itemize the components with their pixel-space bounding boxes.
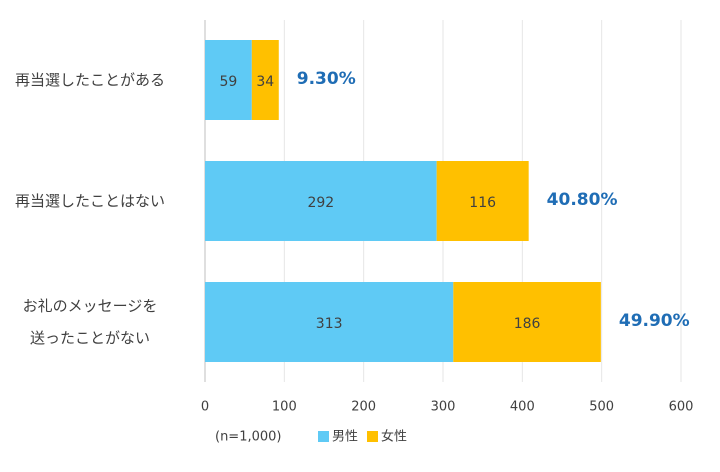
x-tick-label: 300 bbox=[431, 400, 456, 415]
y-tick-label: 再当選したことがある bbox=[14, 71, 165, 89]
data-label: 292 bbox=[307, 195, 334, 211]
y-tick-label: 再当選したことはない bbox=[14, 192, 165, 210]
x-tick-label: 200 bbox=[351, 400, 376, 415]
bar bbox=[453, 282, 601, 362]
legend-swatch bbox=[318, 431, 329, 442]
data-label: 34 bbox=[256, 74, 274, 90]
note: (n=1,000) bbox=[215, 430, 282, 445]
legend-label: 男性 bbox=[332, 430, 358, 445]
total-label: 9.30% bbox=[297, 69, 356, 89]
data-label: 59 bbox=[219, 74, 237, 90]
total-label: 40.80% bbox=[547, 190, 618, 210]
x-tick-label: 0 bbox=[201, 400, 209, 415]
x-tick-label: 600 bbox=[669, 400, 694, 415]
bar bbox=[436, 161, 529, 241]
x-tick-label: 100 bbox=[272, 400, 297, 415]
bar bbox=[251, 40, 279, 120]
data-label: 313 bbox=[316, 316, 343, 332]
bar bbox=[205, 40, 252, 120]
legend-label: 女性 bbox=[381, 429, 407, 445]
bar bbox=[205, 282, 454, 362]
x-tick-label: 500 bbox=[589, 400, 614, 415]
y-tick-label: お礼のメッセージを 送ったことがない bbox=[22, 297, 158, 347]
x-tick-label: 400 bbox=[510, 400, 535, 415]
data-label: 116 bbox=[469, 195, 496, 211]
bar bbox=[205, 161, 437, 241]
total-label: 49.90% bbox=[619, 311, 690, 331]
legend-swatch bbox=[367, 431, 378, 442]
data-label: 186 bbox=[514, 316, 541, 332]
